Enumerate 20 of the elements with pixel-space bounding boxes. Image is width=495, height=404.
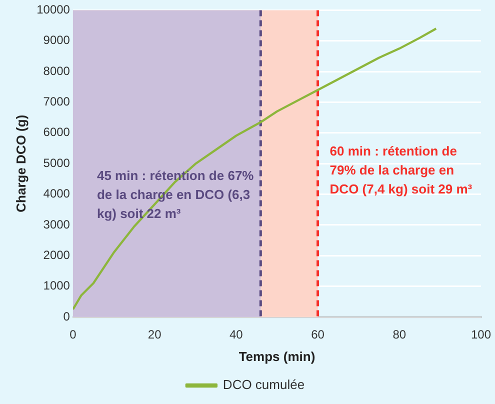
x-tick-label: 20 (148, 328, 162, 342)
y-tick-label: 6000 (43, 125, 70, 140)
x-axis-title: Temps (min) (238, 348, 316, 364)
y-tick-label: 3000 (43, 217, 70, 232)
y-tick-label: 1000 (43, 278, 70, 293)
annotation: 60 min : rétention de 79% de la charge en DCO (7,4 kg) soit 29 m³ (330, 143, 473, 196)
y-tick-label: 2000 (43, 248, 70, 262)
x-tick-label: 60 (311, 328, 325, 342)
x-tick-label: 100 (470, 328, 492, 342)
y-tick-label: 5000 (43, 156, 70, 170)
y-tick-label: 7000 (43, 94, 70, 109)
y-tick-label: 8000 (43, 64, 70, 78)
y-tick-label: 0 (63, 309, 70, 324)
x-tick-label: 40 (230, 328, 244, 342)
legend-label: DCO cumulée (222, 377, 305, 392)
x-tick-label: 80 (392, 328, 406, 342)
y-tick-label: 10000 (36, 2, 70, 17)
y-axis-title: Charge DCO (g) (13, 114, 28, 212)
y-tick-label: 9000 (43, 33, 70, 48)
y-tick-label: 4000 (43, 186, 70, 201)
